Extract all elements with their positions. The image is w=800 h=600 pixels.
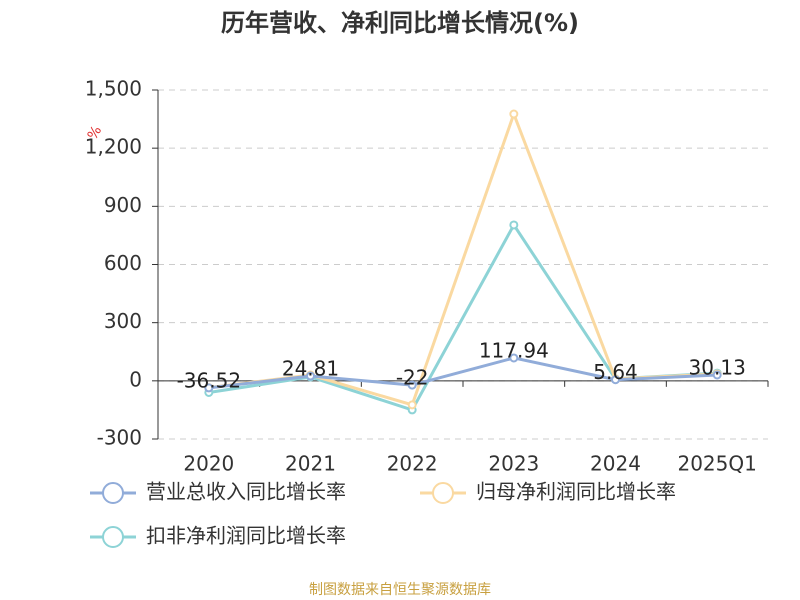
x-tick-label: 2023 (488, 452, 539, 476)
data-label: 30.13 (689, 355, 746, 379)
data-point (306, 371, 315, 381)
data-label: 5.64 (593, 360, 638, 384)
x-tick-label: 2021 (285, 452, 336, 476)
data-point (407, 380, 417, 390)
x-tick-label: 2024 (590, 452, 641, 476)
legend-marker (102, 482, 124, 504)
data-label: -22 (396, 366, 429, 390)
data-point (407, 400, 417, 410)
y-tick-label: -300 (97, 426, 142, 450)
series-line (208, 356, 718, 390)
source-note: 制图数据来自恒生聚源数据库 (309, 582, 491, 598)
data-label: 24.81 (282, 357, 339, 381)
chart-title: 历年营收、净利同比增长情况(%) (221, 9, 579, 37)
x-tick-label: 2022 (387, 452, 438, 476)
legend-label: 扣非净利润同比增长率 (146, 524, 346, 548)
x-tick-label: 2020 (183, 452, 234, 476)
y-tick-label: 300 (104, 309, 142, 333)
data-label: -36.52 (177, 368, 241, 392)
y-tick-label: 1,200 (85, 135, 142, 159)
data-point (611, 375, 620, 385)
data-point (509, 220, 519, 230)
data-point (712, 370, 722, 380)
legend-label: 营业总收入同比增长率 (146, 480, 346, 504)
y-tick-label: 900 (104, 193, 142, 217)
data-point (204, 383, 214, 393)
data-label: 117.94 (479, 338, 549, 362)
data-point (509, 109, 519, 119)
legend-marker (432, 482, 454, 504)
y-tick-label: 0 (129, 367, 142, 391)
legend-label: 归母净利润同比增长率 (476, 480, 676, 504)
x-tick-label: 2025Q1 (677, 452, 756, 476)
legend-marker (102, 526, 124, 548)
y-tick-label: 1,500 (85, 77, 142, 101)
y-tick-label: 600 (104, 251, 142, 275)
data-point (509, 353, 519, 363)
